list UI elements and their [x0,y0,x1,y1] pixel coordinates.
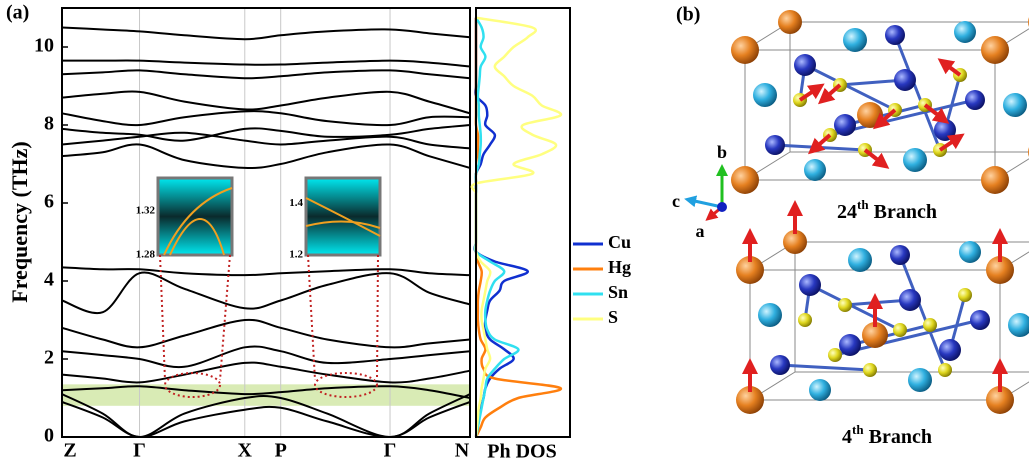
y-axis-label: Frequency (THz) [7,141,32,303]
bond [805,65,895,110]
x-tick-label: Γ [133,440,146,462]
band [62,91,470,113]
band [62,61,470,67]
atom [731,166,759,194]
atom [753,83,777,107]
band [62,320,470,348]
atom [923,318,937,332]
atom [981,166,1009,194]
atom [939,339,961,361]
axis-label: a [696,221,705,241]
band [62,28,470,40]
atom [965,90,985,110]
dos-curve [476,18,561,437]
atom [938,363,952,377]
atom [863,363,877,377]
branch-text: Branch [874,201,937,223]
band [62,267,470,275]
bond [900,255,945,370]
atom [848,248,872,272]
atom [804,159,826,181]
atom [885,25,905,45]
y-tick-label: 2 [44,347,54,369]
branch-label: 24th Branch [837,197,937,223]
inset-tick-label: 1.28 [136,249,156,261]
atom [934,119,956,141]
atom [954,21,976,43]
atom [799,274,821,296]
atom [1003,93,1027,117]
atom [798,313,812,327]
atom [839,334,861,356]
x-tick-label: X [238,440,253,462]
atom [970,310,990,330]
atom [903,148,927,172]
band [62,111,470,125]
axis-label: b [717,142,727,162]
displacement-arrow [824,85,840,99]
y-tick-label: 0 [44,425,54,447]
branch-ordinal: 24 [837,201,857,223]
x-tick-label: N [455,440,470,462]
figure: (a) (b) Frequency (THz) Ph DOS bca24thBr… [0,0,1029,470]
legend-label: Hg [608,257,631,277]
inset-tick-label: 1.2 [289,249,303,261]
y-tick-label: 6 [44,191,54,213]
atom [1008,313,1029,337]
atom [894,69,916,91]
atom [809,379,831,401]
bond [895,35,940,150]
legend-label: S [608,307,618,327]
x-axis-label: Ph DOS [487,441,556,463]
y-tick-label: 10 [34,35,54,57]
atom [908,368,932,392]
atom [778,10,802,34]
branch-suffix: th [852,422,864,437]
branch-ordinal: 4 [842,426,852,448]
bond [780,365,870,370]
inset-tick-label: 1.4 [289,197,303,209]
band [62,70,470,78]
dos-curve [475,18,528,437]
branch-suffix: th [857,197,869,212]
panel-label: (a) [6,2,29,24]
x-tick-label: Γ [384,440,397,462]
inset-tick-label: 1.32 [136,205,156,217]
band [62,144,470,168]
atom [731,36,759,64]
axis-label: c [672,191,680,211]
atom [959,241,981,263]
y-tick-label: 4 [44,269,54,291]
atom [828,348,842,362]
axis-origin [717,202,727,212]
atom [765,135,785,155]
atom [843,28,867,52]
atom [794,54,816,76]
atom [890,245,910,265]
atom [893,323,907,337]
dos-curve [472,18,561,437]
x-tick-label: Z [63,440,76,462]
legend-label: Sn [608,282,628,302]
bond [810,285,900,330]
legend-label: Cu [608,232,631,252]
atom [981,36,1009,64]
y-tick-label: 8 [44,113,54,135]
atom [834,114,856,136]
atom [758,303,782,327]
atom [958,288,972,302]
branch-text: Branch [869,426,932,448]
band [62,363,470,383]
atom [770,355,790,375]
branch-label: 4th Branch [842,422,932,448]
panel-label: (b) [676,4,700,26]
dos-curve [475,18,518,437]
band [62,273,470,314]
atom [899,289,921,311]
x-tick-label: P [275,440,287,462]
atom [838,298,852,312]
band [62,402,470,437]
